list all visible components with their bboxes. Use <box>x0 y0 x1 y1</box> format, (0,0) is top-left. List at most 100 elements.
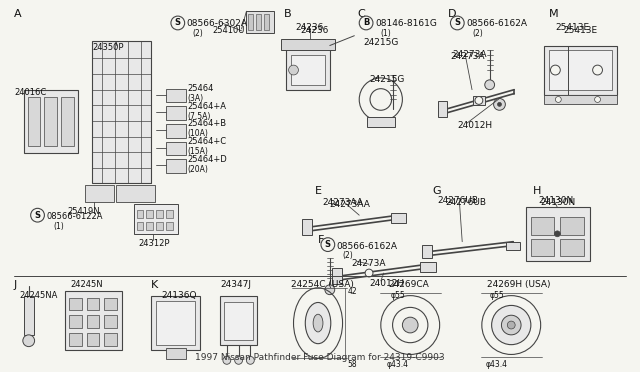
Circle shape <box>31 208 44 222</box>
Bar <box>134 204 178 234</box>
Ellipse shape <box>305 302 331 344</box>
Bar <box>560 217 584 235</box>
Text: S: S <box>454 19 460 28</box>
Bar <box>543 45 617 94</box>
Text: 24276UB: 24276UB <box>438 196 479 205</box>
Text: 24254C (USA): 24254C (USA) <box>291 280 353 289</box>
Text: 24273A: 24273A <box>351 259 386 268</box>
Text: 25464+C: 25464+C <box>188 137 227 146</box>
Bar <box>291 55 325 85</box>
Text: 08566-6122A: 08566-6122A <box>46 212 103 221</box>
Circle shape <box>451 16 464 30</box>
Circle shape <box>235 356 243 364</box>
Circle shape <box>223 356 231 364</box>
Bar <box>166 124 186 138</box>
Circle shape <box>321 238 335 251</box>
Bar <box>147 222 153 230</box>
Circle shape <box>403 317 418 333</box>
Text: G: G <box>433 186 442 196</box>
Bar <box>224 302 253 340</box>
Text: 1997 Nissan Pathfinder Fuse Diagram for 24319-C9903: 1997 Nissan Pathfinder Fuse Diagram for … <box>195 353 445 362</box>
Text: 25464+D: 25464+D <box>188 155 227 164</box>
Bar <box>560 239 584 256</box>
Text: 08566-6162A: 08566-6162A <box>337 242 397 251</box>
Text: (15A): (15A) <box>188 147 209 156</box>
Circle shape <box>23 335 35 347</box>
Text: 24012H: 24012H <box>458 121 492 130</box>
Bar <box>136 222 143 230</box>
Text: 24273A: 24273A <box>451 52 485 61</box>
Text: (1): (1) <box>381 29 392 38</box>
Bar <box>264 14 269 30</box>
Text: (2): (2) <box>193 29 204 38</box>
Circle shape <box>325 285 335 295</box>
Bar <box>166 347 186 359</box>
Text: 24012H: 24012H <box>369 279 404 288</box>
Text: 25419N: 25419N <box>67 207 100 217</box>
Bar <box>28 96 40 145</box>
Text: 24273AA: 24273AA <box>330 201 371 209</box>
Circle shape <box>502 315 521 335</box>
Text: (7.5A): (7.5A) <box>188 112 211 121</box>
Text: 25413E: 25413E <box>556 23 589 32</box>
Bar <box>156 222 163 230</box>
Text: 25413E: 25413E <box>563 26 597 35</box>
Ellipse shape <box>313 314 323 332</box>
Bar <box>104 315 117 328</box>
Bar <box>84 185 114 202</box>
Text: S: S <box>325 240 331 249</box>
Text: φ55: φ55 <box>490 291 504 300</box>
Bar <box>506 242 520 250</box>
Bar <box>92 41 151 183</box>
Text: (2): (2) <box>472 29 483 38</box>
Bar <box>302 219 312 235</box>
Text: 24350P: 24350P <box>92 42 124 52</box>
Bar <box>147 210 153 218</box>
Bar <box>69 298 82 310</box>
Text: 24130N: 24130N <box>539 196 574 205</box>
Bar <box>367 117 394 127</box>
Text: (1): (1) <box>53 222 64 231</box>
Text: φ43.4: φ43.4 <box>387 360 409 369</box>
Bar <box>390 213 406 223</box>
Bar <box>531 239 554 256</box>
Text: (3A): (3A) <box>188 94 204 103</box>
Bar <box>61 96 74 145</box>
Bar <box>104 333 117 346</box>
Text: 08146-8161G: 08146-8161G <box>375 19 436 28</box>
Bar <box>86 333 99 346</box>
Bar <box>246 11 274 33</box>
Bar <box>156 301 195 344</box>
Bar <box>420 262 436 272</box>
Bar <box>136 210 143 218</box>
Bar <box>543 94 617 105</box>
Text: φ55: φ55 <box>390 291 405 300</box>
Bar <box>24 296 34 335</box>
Text: S: S <box>175 19 180 28</box>
Text: H: H <box>533 186 541 196</box>
Bar <box>281 39 335 51</box>
Bar <box>548 51 612 90</box>
Bar <box>248 14 253 30</box>
Circle shape <box>246 356 254 364</box>
Bar <box>69 333 82 346</box>
Text: 24269CA: 24269CA <box>388 280 429 289</box>
Text: B: B <box>363 19 369 28</box>
Circle shape <box>171 16 185 30</box>
Circle shape <box>484 80 495 90</box>
Text: A: A <box>14 9 22 19</box>
Bar <box>44 96 57 145</box>
Text: 08566-6162A: 08566-6162A <box>466 19 527 28</box>
Bar <box>65 291 122 350</box>
Text: 24273AA: 24273AA <box>322 198 363 206</box>
Bar <box>69 315 82 328</box>
Text: 24215G: 24215G <box>369 75 404 84</box>
Bar <box>526 207 589 261</box>
Text: 24130N: 24130N <box>541 198 576 206</box>
Text: 25410U: 25410U <box>212 26 244 35</box>
Text: F: F <box>318 235 324 245</box>
Text: 24312P: 24312P <box>138 239 170 248</box>
Circle shape <box>508 321 515 329</box>
Circle shape <box>289 65 298 75</box>
Text: 24245N: 24245N <box>70 280 102 289</box>
